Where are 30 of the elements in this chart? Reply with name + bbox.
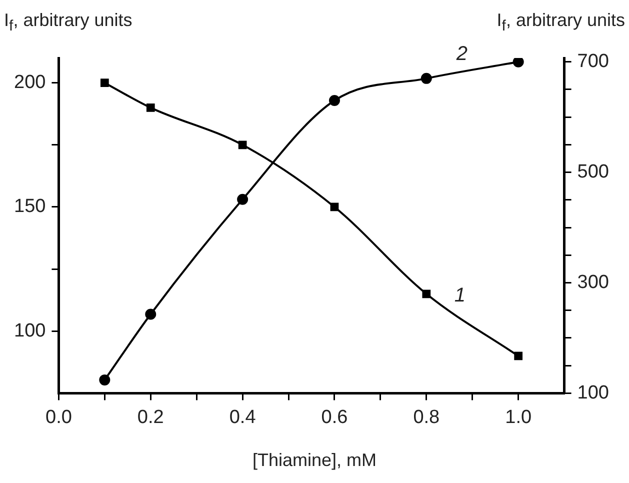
point (145, 308, 156, 320)
y2-tick-label: 500 (577, 162, 609, 183)
point (514, 352, 523, 360)
point (146, 103, 155, 112)
point (100, 78, 109, 88)
point (99, 374, 110, 386)
point (238, 140, 247, 150)
series-label: 2 (455, 42, 468, 65)
x-axis-title: [Thiamine], mM (251, 450, 378, 471)
point (512, 58, 524, 68)
x-tick-label: 1.0 (505, 406, 532, 428)
x-tick-label: 0.2 (137, 406, 164, 428)
point (330, 202, 339, 212)
x-tick-label: 0.8 (413, 406, 440, 428)
y2-tick-label: 300 (577, 272, 609, 293)
point (422, 290, 431, 298)
y2-tick-label: 100 (577, 382, 609, 404)
y-axis-title: I$_{f}$, arbitrary units (4, 10, 132, 35)
series-label: 1 (454, 284, 466, 306)
x-tick-label: 0.4 (229, 406, 256, 428)
x-tick-label: 0.6 (321, 406, 348, 428)
y2-tick-label: 700 (577, 51, 609, 72)
y2-axis-title: I$_{f}$, arbitrary units (496, 10, 625, 35)
point (237, 194, 248, 205)
x-tick-label: 0.0 (45, 406, 72, 428)
point (328, 95, 340, 106)
y-tick-label: 150 (14, 196, 46, 218)
y-tick-label: 100 (14, 320, 46, 342)
y-tick-label: 200 (14, 72, 46, 94)
point (420, 72, 432, 84)
